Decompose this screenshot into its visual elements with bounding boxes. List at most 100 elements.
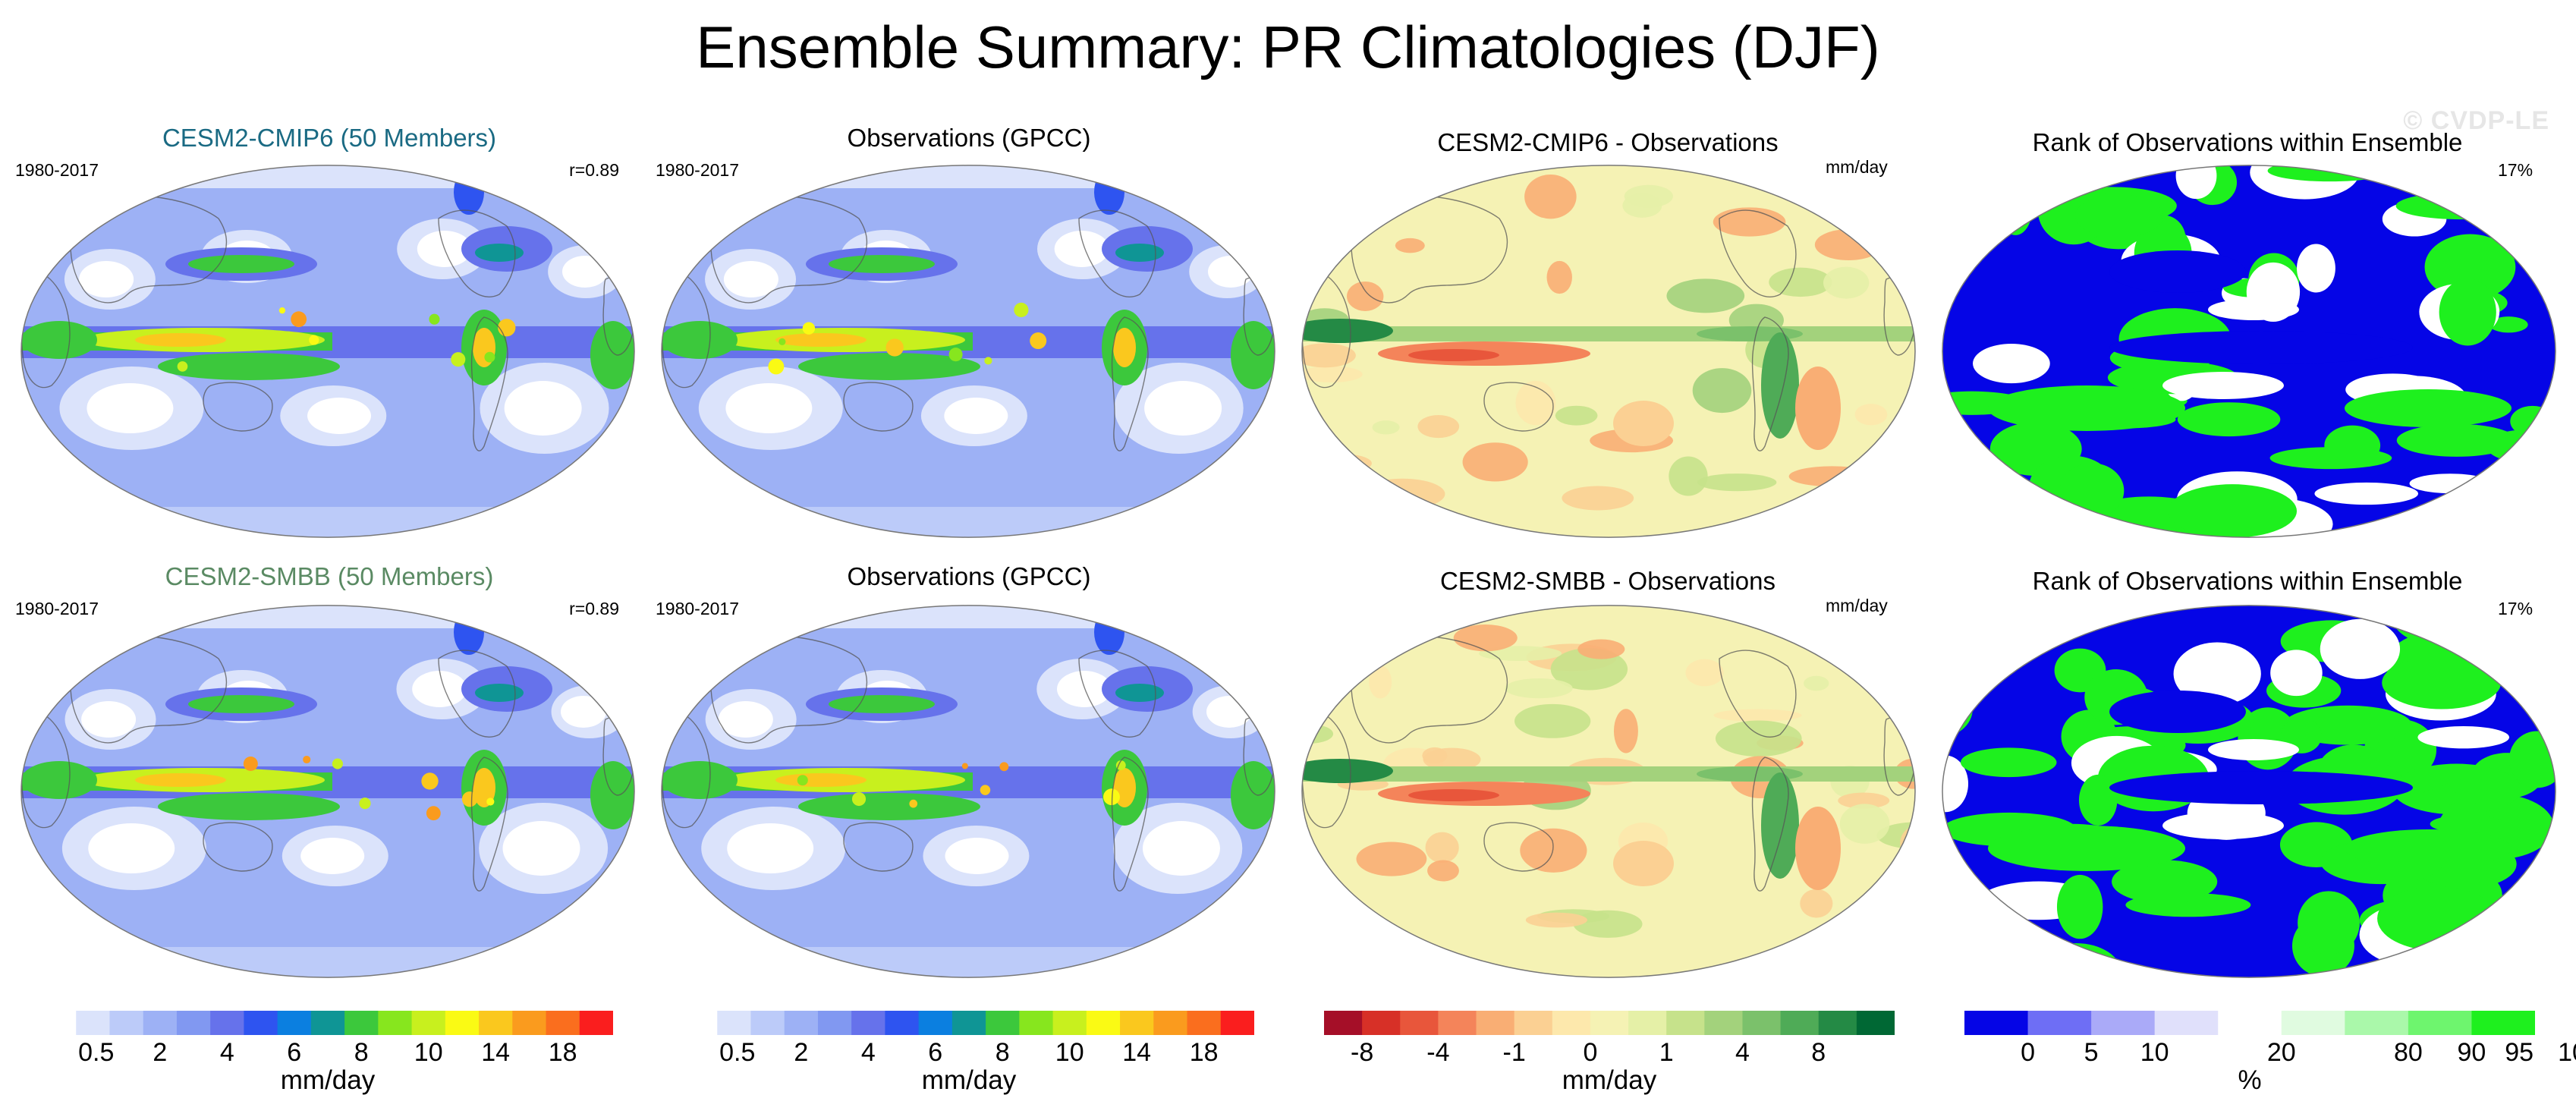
map-shape xyxy=(1761,332,1799,439)
colorbar-tick-label: 4 xyxy=(860,1038,876,1067)
map-outline xyxy=(1301,605,1916,978)
map-coastline xyxy=(470,316,508,451)
obs-panel-title: Observations (GPCC) xyxy=(847,124,1091,152)
colorbar-tick-label: 6 xyxy=(287,1038,302,1067)
map-difference-smbb xyxy=(1294,598,1923,985)
colorbar-swatch xyxy=(1818,1011,1857,1035)
map-coastline xyxy=(1111,757,1149,892)
map-coastline xyxy=(1483,382,1554,432)
map-coastline xyxy=(710,194,868,304)
map-shape xyxy=(727,823,814,873)
map-outline xyxy=(1942,165,2556,538)
rank-percent: 17% xyxy=(2498,599,2534,618)
colorbar-tick-label: 8 xyxy=(1811,1038,1826,1067)
map-coastline xyxy=(1351,634,1508,744)
map-shape xyxy=(1395,238,1425,253)
map-shape xyxy=(1838,792,1890,809)
map-shape xyxy=(662,761,738,799)
map-shape xyxy=(1316,193,1391,227)
map-shape xyxy=(1115,244,1164,262)
map-shape xyxy=(426,806,441,821)
colorbar-tick-label: 10 xyxy=(2140,1038,2169,1067)
map-shape xyxy=(2489,316,2528,333)
model-correlation: r=0.89 xyxy=(569,599,619,618)
colorbar-swatch xyxy=(1704,1011,1743,1035)
colorbar-swatch xyxy=(244,1011,278,1035)
colorbar-swatch xyxy=(1856,1011,1895,1035)
map-shape xyxy=(2056,874,2103,939)
map-shape xyxy=(1360,478,1445,510)
colorbar-tick-label: 6 xyxy=(928,1038,943,1067)
colorbar-svg xyxy=(42,1011,614,1035)
map-shape xyxy=(909,799,918,808)
model-period: 1980-2017 xyxy=(15,160,99,180)
map-rank-cmip6 xyxy=(1935,158,2563,545)
map-shape xyxy=(21,761,97,799)
map-shape xyxy=(475,684,524,702)
map-shape xyxy=(421,772,439,790)
colorbar-tick-label: 2 xyxy=(794,1038,809,1067)
colorbar-swatch xyxy=(2471,1011,2536,1035)
map-shape xyxy=(1524,174,1577,219)
map-shape xyxy=(1996,501,2045,526)
map-shape xyxy=(2377,886,2497,951)
map-coastline xyxy=(1301,709,1351,829)
map-shape xyxy=(2298,891,2360,955)
map-shape xyxy=(1301,461,1341,502)
map-shape xyxy=(1867,225,1915,256)
map-shape xyxy=(278,307,286,314)
map-shape xyxy=(1795,367,1841,450)
map-coastline xyxy=(661,269,711,389)
map-shape xyxy=(1301,343,1356,368)
map-shape xyxy=(1853,176,1915,219)
map-shape xyxy=(1453,624,1518,652)
colorbar-label: mm/day xyxy=(280,1065,376,1095)
map-shape xyxy=(718,701,773,738)
map-coastline xyxy=(438,650,516,738)
map-shape xyxy=(2177,402,2281,437)
map-coastline xyxy=(710,634,868,744)
colorbar-tick-label: 0.5 xyxy=(719,1038,756,1067)
colorbar-swatch xyxy=(1019,1011,1054,1035)
map-shape xyxy=(454,169,484,215)
colorbar-swatch xyxy=(851,1011,885,1035)
map-shape xyxy=(291,311,307,328)
colorbar-swatch xyxy=(512,1011,547,1035)
colorbar-swatch xyxy=(378,1011,413,1035)
map-shape xyxy=(561,256,608,288)
colorbar-ticks: 0 5 10 20 80 90 95 100 xyxy=(1964,1037,2576,1069)
map-shape xyxy=(309,335,319,345)
map-coastline xyxy=(438,209,516,297)
colorbar-tick-label: 5 xyxy=(2084,1038,2099,1067)
colorbar-swatch xyxy=(784,1011,819,1035)
map-shape xyxy=(829,695,935,713)
colorbar-swatch xyxy=(1476,1011,1515,1035)
map-shape xyxy=(2168,484,2298,538)
map-shape xyxy=(2074,194,2164,238)
colorbar-swatch xyxy=(344,1011,379,1035)
map-shape xyxy=(1115,684,1164,702)
map-shape xyxy=(1666,278,1745,313)
colorbar-ticks: -8 -4 -1 0 1 4 8 xyxy=(1324,1037,1895,1069)
colorbar-swatch xyxy=(1052,1011,1087,1035)
map-shape xyxy=(498,319,516,337)
map-shape xyxy=(1231,321,1275,389)
map-shape xyxy=(1562,486,1634,511)
map-shape xyxy=(999,762,1009,772)
colorbar-swatch xyxy=(479,1011,513,1035)
map-shape xyxy=(1555,405,1598,426)
colorbar-swatch xyxy=(176,1011,211,1035)
map-shape xyxy=(20,947,634,978)
colorbar-swatch xyxy=(1153,1011,1188,1035)
map-difference-cmip6 xyxy=(1294,158,1923,545)
map-coastline xyxy=(203,822,273,872)
map-shape xyxy=(661,165,1275,188)
map-shape xyxy=(1054,231,1109,267)
map-shape xyxy=(1613,841,1674,886)
map-shape xyxy=(429,313,440,325)
map-shape xyxy=(86,383,174,433)
colorbar-swatch xyxy=(109,1011,144,1035)
map-shape xyxy=(2382,656,2502,709)
map-outline xyxy=(661,605,1275,978)
map-coastline xyxy=(1483,822,1554,872)
